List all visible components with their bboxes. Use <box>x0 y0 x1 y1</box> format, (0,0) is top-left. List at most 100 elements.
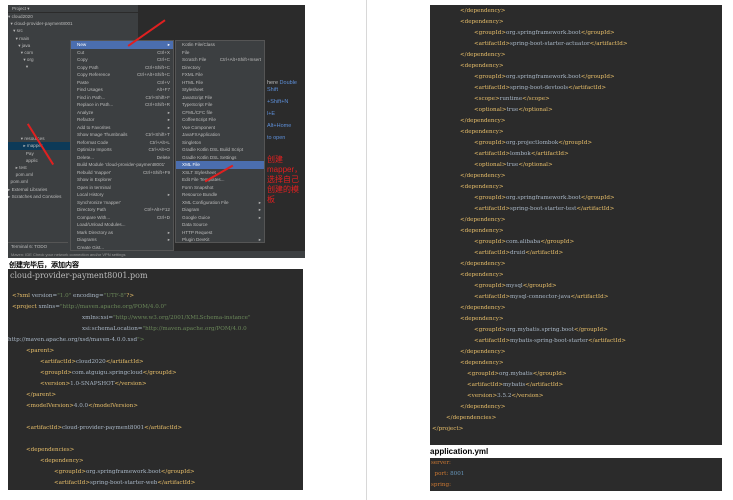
menu-item-coffeescript-file[interactable]: CoffeeScript File <box>176 116 264 124</box>
menu-item-singleton[interactable]: Singleton <box>176 139 264 147</box>
tree-item[interactable]: ▾ src <box>8 28 23 34</box>
editor-hints: here Double Shift +Shift+N l+E Alt+Home to o… <box>267 80 305 147</box>
tree-item[interactable]: ▾ resources <box>8 136 45 142</box>
yml-code-block: server: port: 8001 spring: <box>430 458 722 491</box>
menu-item-copy-path[interactable]: Copy Path Ctrl+Shift+C <box>71 64 173 72</box>
menu-item-javascript-file[interactable]: JavaScript File <box>176 94 264 102</box>
tree-item[interactable]: applic <box>8 157 38 163</box>
menu-item-shortcut: Ctrl+Shift+T <box>145 132 170 137</box>
tree-item[interactable]: ▾ com <box>8 49 34 55</box>
menu-item-new[interactable]: New ▸ <box>71 41 173 49</box>
menu-item-open-in-terminal[interactable]: Open in terminal <box>71 184 173 192</box>
menu-item-refactor[interactable]: Refactor ▸ <box>71 116 173 124</box>
code-line: </dependency> <box>460 52 506 58</box>
tree-item[interactable]: ▾ main <box>8 35 30 41</box>
menu-item-scratch-file[interactable]: Scratch File Ctrl+Alt+Shift+Insert <box>176 56 264 64</box>
code-line: xsi:schemaLocation="http://maven.apache.… <box>82 326 247 332</box>
menu-item-vue-component[interactable]: Vue Component <box>176 124 264 132</box>
menu-item-show-image-thumbnails[interactable]: Show Image Thumbnails Ctrl+Shift+T <box>71 131 173 139</box>
menu-item-add-to-favorites[interactable]: Add to Favorites ▸ <box>71 124 173 132</box>
menu-item-local-history[interactable]: Local History ▸ <box>71 191 173 199</box>
menu-item-directory-path[interactable]: Directory Path Ctrl+Alt+F12 <box>71 206 173 214</box>
editor-hint: l+E <box>267 111 305 118</box>
menu-item-rebuild-mapper[interactable]: Rebuild 'mapper' Ctrl+Shift+F9 <box>71 169 173 177</box>
menu-item-html-file[interactable]: HTML File <box>176 79 264 87</box>
tree-item[interactable]: ▾ cloud2020 <box>8 14 33 19</box>
menu-item-diagrams[interactable]: Diagrams ▸ <box>71 236 173 244</box>
menu-item-shortcut: ▸ <box>258 237 261 242</box>
menu-item-label: Create Gist... <box>77 244 105 250</box>
menu-item-create-gist[interactable]: Create Gist... <box>71 244 173 252</box>
editor-hint-shortcut: Double Shift <box>267 80 297 93</box>
tree-item[interactable]: pom.xml <box>8 179 28 185</box>
menu-item-shortcut: Ctrl+D <box>156 214 170 220</box>
menu-item-label: Reformat Code <box>77 139 109 145</box>
menu-item-file[interactable]: File <box>176 49 264 57</box>
tree-item[interactable]: Pay <box>8 150 34 156</box>
menu-item-data-source[interactable]: Data Source <box>176 221 264 229</box>
menu-item-form-snapshot[interactable]: Form Snapshot <box>176 184 264 192</box>
menu-item-gradle-kotlin-dsl-settings[interactable]: Gradle Kotlin DSL Settings <box>176 154 264 162</box>
menu-item-label: Mark Directory as <box>77 229 113 235</box>
menu-item-build-module-cloud-provider-payment8001[interactable]: Build Module 'cloud-provider-payment8001… <box>71 161 173 169</box>
code-line: <groupId>org.springframework.boot</group… <box>474 195 615 201</box>
menu-item-find-in-path[interactable]: Find in Path... Ctrl+Shift+F <box>71 94 173 102</box>
menu-item-plugin-devkit[interactable]: Plugin DevKit ▸ <box>176 236 264 244</box>
tree-item[interactable]: ▾ java <box>8 42 31 48</box>
menu-item-replace-in-path[interactable]: Replace in Path... Ctrl+Shift+R <box>71 101 173 109</box>
menu-item-typescript-file[interactable]: TypeScript File <box>176 101 264 109</box>
menu-item-reformat-code[interactable]: Reformat Code Ctrl+Alt+L <box>71 139 173 147</box>
tree-item[interactable]: ▸ test <box>8 164 27 170</box>
menu-item-analyze[interactable]: Analyze ▸ <box>71 109 173 117</box>
context-menu: New ▸ Cut Ctrl+X Copy Ctrl+C Copy Path Ctrl+Shi… <box>70 40 174 251</box>
menu-item-cfml-cfc-file[interactable]: CFML/CFC file <box>176 109 264 117</box>
menu-item-label: Diagram <box>182 207 200 212</box>
menu-item-shortcut: Ctrl+C <box>156 57 170 62</box>
menu-item-javafxapplication[interactable]: JavaFXApplication <box>176 131 264 139</box>
menu-item-optimize-imports[interactable]: Optimize Imports Ctrl+Alt+O <box>71 146 173 154</box>
code-line: <dependency> <box>460 184 504 190</box>
menu-item-find-usages[interactable]: Find Usages Alt+F7 <box>71 86 173 94</box>
menu-item-edit-file-templates[interactable]: Edit File Templates... <box>176 176 264 184</box>
code-line: <optional>true</optional> <box>474 107 553 113</box>
menu-item-load-unload-modules[interactable]: Load/Unload Modules... <box>71 221 173 229</box>
yml-line: spring: <box>431 480 451 491</box>
menu-item-paste[interactable]: Paste Ctrl+V <box>71 79 173 87</box>
menu-item-copy[interactable]: Copy Ctrl+C <box>71 56 173 64</box>
new-submenu: Kotlin File/Class File Scratch File Ctrl+Al… <box>175 40 265 243</box>
menu-item-kotlin-file-class[interactable]: Kotlin File/Class <box>176 41 264 49</box>
tree-item[interactable]: ▾ <box>8 64 30 70</box>
menu-item-http-request[interactable]: HTTP Request <box>176 229 264 237</box>
tree-item[interactable]: ▸ External Libraries <box>8 186 48 192</box>
menu-item-directory[interactable]: Directory <box>176 64 264 72</box>
menu-item-google-guice[interactable]: Google Guice ▸ <box>176 214 264 222</box>
tree-item[interactable]: ▸ Scratches and Consoles <box>8 193 62 199</box>
menu-item-delete[interactable]: Delete... Delete <box>71 154 173 162</box>
menu-item-compare-with[interactable]: Compare With... Ctrl+D <box>71 214 173 222</box>
menu-item-mark-directory-as[interactable]: Mark Directory as ▸ <box>71 229 173 237</box>
code-line: <dependency> <box>40 458 84 464</box>
menu-item-xml-file[interactable]: XML File <box>176 161 264 169</box>
code-line: <artifactId>lombok</artifactId> <box>474 151 569 157</box>
menu-item-label: Build Module 'cloud-provider-payment8001… <box>77 162 166 167</box>
menu-item-resource-bundle[interactable]: Resource Bundle <box>176 191 264 199</box>
menu-item-synchronize-mapper[interactable]: Synchronize 'mapper' <box>71 199 173 207</box>
code-line: </dependency> <box>460 8 506 14</box>
menu-item-shortcut: ▸ <box>167 192 170 197</box>
menu-item-gradle-kotlin-dsl-build-script[interactable]: Gradle Kotlin DSL Build Script <box>176 146 264 154</box>
menu-item-show-in-explorer[interactable]: Show in Explorer <box>71 176 173 184</box>
menu-item-xslt-stylesheet[interactable]: XSLT Stylesheet <box>176 169 264 177</box>
menu-item-fxml-file[interactable]: FXML File <box>176 71 264 79</box>
menu-item-shortcut: ▸ <box>258 214 261 220</box>
tree-item[interactable]: ▾ cloud-provider-payment8001 <box>8 21 73 27</box>
tree-item[interactable]: ▾ org <box>8 57 34 63</box>
menu-item-stylesheet[interactable]: Stylesheet <box>176 86 264 94</box>
menu-item-cut[interactable]: Cut Ctrl+X <box>71 49 173 57</box>
menu-item-copy-reference[interactable]: Copy Reference Ctrl+Alt+Shift+C <box>71 71 173 79</box>
menu-item-shortcut: Ctrl+Shift+F9 <box>142 169 170 175</box>
menu-item-diagram[interactable]: Diagram ▸ <box>176 206 264 214</box>
tree-item[interactable]: pom.xml <box>8 172 34 178</box>
menu-item-xml-configuration-file[interactable]: XML Configuration File ▸ <box>176 199 264 207</box>
menu-item-label: Data Source <box>182 222 208 227</box>
code-line: </dependency> <box>460 404 506 410</box>
